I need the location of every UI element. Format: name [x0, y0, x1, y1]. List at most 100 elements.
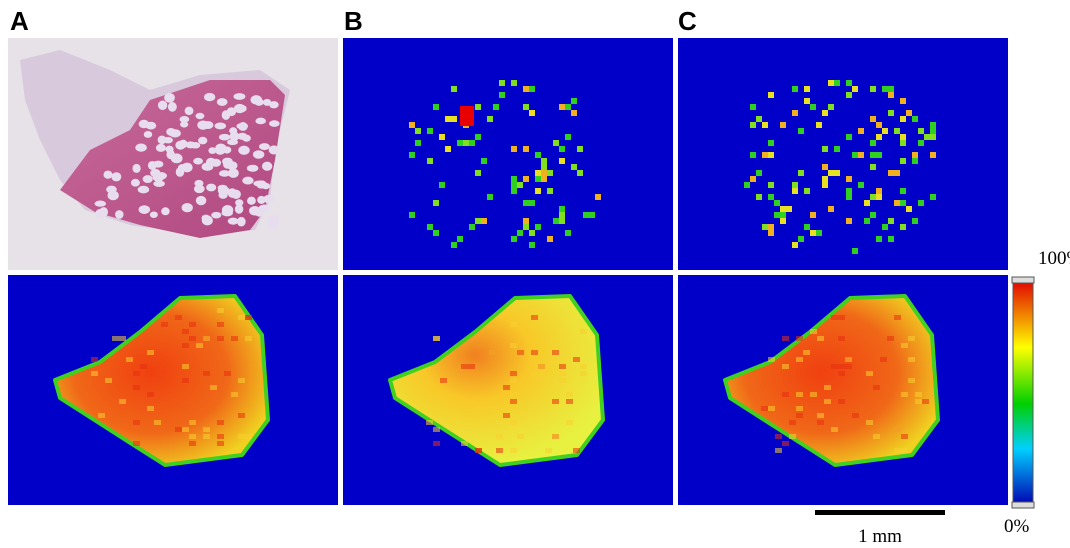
heat-pixel	[496, 434, 503, 439]
map-pixel	[888, 218, 894, 224]
map-pixel	[535, 152, 541, 158]
map-pixel	[774, 200, 780, 206]
heat-pixel	[217, 322, 224, 327]
heat-pixel	[831, 315, 838, 320]
heat-pixel	[782, 336, 789, 341]
heat-pixel	[245, 434, 252, 439]
heat-pixel	[461, 364, 468, 369]
heat-pixel	[126, 357, 133, 362]
histology-cell	[269, 120, 280, 127]
map-pixel	[409, 152, 415, 158]
map-pixel	[762, 152, 768, 158]
map-pixel	[876, 188, 882, 194]
colorbar-min-label: 0%	[1004, 516, 1030, 537]
heat-pixel	[852, 413, 859, 418]
map-pixel	[780, 212, 786, 218]
map-pixel	[511, 176, 517, 182]
heat-pixel	[203, 371, 210, 376]
map-pixel	[499, 80, 505, 86]
map-pixel	[439, 182, 445, 188]
map-pixel	[469, 224, 475, 230]
map-pixel	[433, 230, 439, 236]
histology-cell	[247, 197, 256, 205]
heat-pixel	[224, 371, 231, 376]
histology-cell	[180, 121, 188, 127]
map-pixel	[894, 128, 900, 134]
histology-cell	[198, 137, 207, 145]
histology-cell	[222, 158, 233, 166]
heat-pixel	[461, 441, 468, 446]
map-pixel	[577, 146, 583, 152]
heat-pixel	[245, 315, 252, 320]
map-pixel	[912, 152, 918, 158]
heat-pixel	[112, 336, 119, 341]
map-pixel	[451, 242, 457, 248]
heat-pixel	[873, 385, 880, 390]
heat-pixel	[503, 385, 510, 390]
heat-pixel	[922, 399, 929, 404]
map-pixel	[870, 86, 876, 92]
map-pixel	[511, 188, 517, 194]
map-pixel	[900, 158, 906, 164]
heat-pixel	[908, 357, 915, 362]
map-background	[678, 38, 1008, 270]
heat-pixel	[182, 427, 189, 432]
map-pixel	[858, 152, 864, 158]
map-pixel	[864, 200, 870, 206]
heat-pixel	[238, 413, 245, 418]
heat-pixel	[531, 315, 538, 320]
histology-cell	[233, 93, 245, 100]
heat-pixel	[887, 336, 894, 341]
map-pixel	[529, 230, 535, 236]
map-pixel	[511, 146, 517, 152]
map-pixel	[541, 158, 547, 164]
heat-pixel	[175, 427, 182, 432]
histology-cell	[259, 143, 270, 150]
map-pixel	[858, 182, 864, 188]
map-pixel	[822, 146, 828, 152]
histology-cell	[168, 102, 177, 112]
map-pixel	[828, 80, 834, 86]
map-pixel	[852, 152, 858, 158]
map-pixel	[433, 104, 439, 110]
histology-cell	[242, 177, 253, 185]
map-pixel	[499, 92, 505, 98]
heat-pixel	[510, 448, 517, 453]
heat-pixel	[510, 371, 517, 376]
map-pixel	[553, 218, 559, 224]
map-pixel	[475, 218, 481, 224]
heat-pixel	[538, 371, 545, 376]
map-pixel	[918, 200, 924, 206]
heat-pixel	[580, 329, 587, 334]
map-pixel	[912, 116, 918, 122]
heat-pixel	[580, 371, 587, 376]
histology-cell	[139, 205, 150, 214]
map-pixel	[427, 158, 433, 164]
map-pixel	[547, 236, 553, 242]
histology-cell	[267, 219, 278, 228]
histology-cell	[222, 210, 233, 217]
map-pixel	[768, 224, 774, 230]
heat-pixel	[796, 336, 803, 341]
map-pixel	[804, 86, 810, 92]
map-pixel	[409, 212, 415, 218]
map-background	[343, 38, 673, 270]
heat-pixel	[433, 427, 440, 432]
heat-pixel	[552, 434, 559, 439]
heat-pixel	[573, 448, 580, 453]
map-pixel	[565, 134, 571, 140]
map-pixel	[792, 110, 798, 116]
heat-pixel	[810, 329, 817, 334]
histology-cell	[237, 133, 247, 140]
map-pixel	[798, 170, 804, 176]
map-pixel	[553, 140, 559, 146]
map-pixel	[762, 122, 768, 128]
heat-pixel	[182, 343, 189, 348]
heat-pixel	[168, 315, 175, 320]
heat-pixel	[161, 322, 168, 327]
map-pixel	[451, 116, 457, 122]
map-pixel	[559, 218, 565, 224]
map-pixel	[457, 236, 463, 242]
map-pixel	[870, 212, 876, 218]
map-pixel	[523, 104, 529, 110]
